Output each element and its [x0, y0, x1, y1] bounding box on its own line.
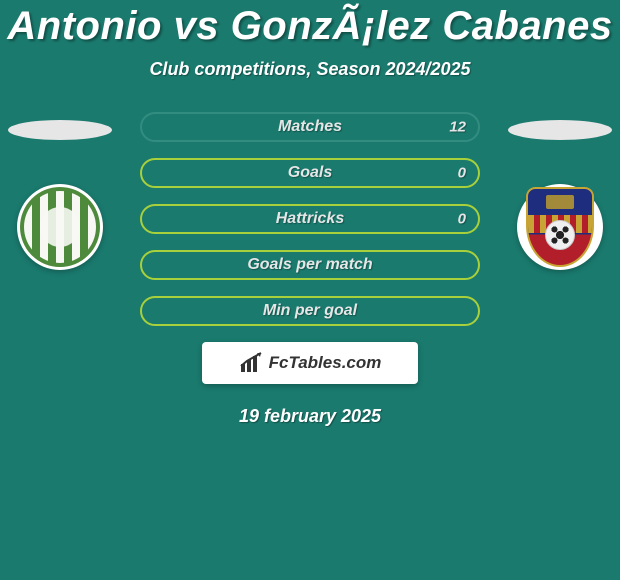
team-right-crest — [517, 184, 603, 270]
stat-row: Hattricks 0 — [140, 204, 480, 234]
stats-table: Matches 12 Goals 0 Hattricks 0 Goals per match… — [140, 112, 480, 326]
stat-label: Goals per match — [247, 256, 372, 274]
stat-row: Goals 0 — [140, 158, 480, 188]
stat-right-value: 0 — [458, 165, 466, 182]
huesca-crest-icon — [526, 187, 594, 267]
comparison-card: Antonio vs GonzÃ¡lez Cabanes Club compet… — [0, 0, 620, 580]
date-label: 19 february 2025 — [0, 406, 620, 427]
team-right-ellipse — [508, 120, 612, 140]
stat-row: Goals per match — [140, 250, 480, 280]
stat-row: Min per goal — [140, 296, 480, 326]
team-left-crest — [17, 184, 103, 270]
cordoba-crest-icon — [20, 187, 100, 267]
attribution-text: FcTables.com — [269, 353, 382, 373]
team-left-column — [0, 120, 120, 270]
page-title: Antonio vs GonzÃ¡lez Cabanes — [0, 0, 620, 49]
stat-label: Hattricks — [276, 210, 344, 228]
team-left-ellipse — [8, 120, 112, 140]
stat-label: Min per goal — [263, 302, 357, 320]
attribution-badge: FcTables.com — [202, 342, 418, 384]
stat-right-value: 0 — [458, 211, 466, 228]
team-right-column — [500, 120, 620, 270]
stat-row: Matches 12 — [140, 112, 480, 142]
stat-right-value: 12 — [449, 119, 466, 136]
page-subtitle: Club competitions, Season 2024/2025 — [0, 59, 620, 80]
stat-label: Goals — [288, 164, 332, 182]
bar-chart-icon — [239, 352, 265, 374]
stat-label: Matches — [278, 118, 342, 136]
